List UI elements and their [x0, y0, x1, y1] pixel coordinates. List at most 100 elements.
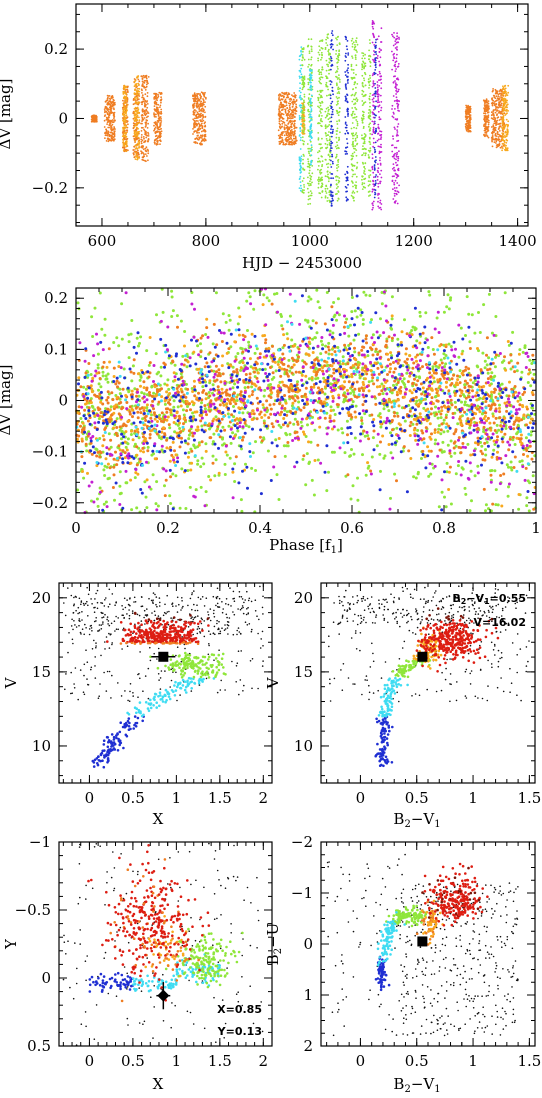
data-point: [352, 72, 355, 74]
data-point: [330, 39, 333, 41]
data-point: [368, 195, 370, 197]
data-point: [144, 126, 147, 128]
data-point: [361, 178, 363, 181]
data-point: [346, 48, 349, 51]
data-point: [497, 95, 500, 98]
data-point: [106, 113, 109, 116]
data-point: [327, 65, 330, 68]
data-point: [156, 504, 160, 508]
data-point: [110, 129, 113, 132]
data-point: [154, 135, 157, 138]
data-point: [160, 120, 163, 122]
data-point: [157, 135, 160, 138]
data-point: [122, 149, 125, 152]
data-point: [108, 139, 111, 142]
data-point: [112, 136, 115, 139]
data-point: [228, 456, 232, 460]
data-point: [377, 200, 379, 203]
data-point: [298, 187, 301, 190]
data-point: [362, 163, 365, 165]
data-point: [137, 136, 140, 139]
data-point: [396, 91, 398, 93]
data-point: [228, 318, 232, 322]
data-point: [356, 161, 359, 164]
data-point: [468, 120, 471, 123]
data-point: [367, 149, 370, 152]
data-point: [351, 175, 354, 178]
data-point: [133, 116, 136, 119]
data-point: [330, 105, 333, 108]
data-point: [392, 163, 395, 166]
data-point: [393, 157, 396, 160]
data-point: [138, 153, 140, 156]
data-point: [319, 161, 321, 163]
data-point: [446, 443, 450, 447]
data-point: [394, 108, 396, 110]
data-point: [284, 111, 287, 114]
data-point: [155, 98, 158, 100]
data-point: [199, 116, 202, 118]
data-point: [326, 200, 329, 202]
data-point: [361, 104, 364, 106]
data-point: [104, 137, 106, 140]
data-point: [352, 137, 354, 140]
data-point: [379, 56, 382, 59]
data-point: [124, 124, 126, 126]
data-point: [200, 108, 203, 110]
data-point: [133, 130, 136, 133]
data-point: [202, 103, 205, 106]
data-point: [325, 69, 328, 72]
data-point: [374, 95, 377, 98]
data-point: [308, 52, 311, 54]
data-point: [147, 152, 150, 155]
data-point: [278, 114, 281, 116]
data-point: [356, 143, 358, 146]
data-point: [364, 154, 367, 157]
data-point: [477, 311, 480, 314]
data-point: [396, 140, 398, 143]
data-point: [336, 297, 340, 301]
data-point: [196, 111, 199, 114]
data-point: [354, 145, 357, 147]
data-point: [302, 80, 305, 83]
data-point: [133, 92, 136, 95]
data-point: [483, 135, 486, 137]
data-point: [125, 138, 128, 141]
data-point: [317, 157, 320, 160]
data-point: [203, 135, 206, 137]
data-point: [463, 400, 467, 404]
data-point: [346, 75, 349, 78]
data-point: [330, 45, 333, 48]
data-point: [126, 90, 129, 92]
data-point: [317, 151, 319, 154]
data-point: [195, 130, 198, 132]
data-point: [204, 111, 206, 114]
data-point: [372, 204, 374, 207]
data-point: [380, 41, 383, 43]
data-point: [391, 108, 393, 110]
data-point: [201, 105, 204, 107]
data-point: [161, 310, 165, 314]
data-point: [282, 113, 285, 116]
data-point: [487, 102, 490, 105]
data-point: [390, 295, 394, 299]
data-point: [391, 175, 394, 178]
data-point: [298, 90, 301, 92]
data-point: [500, 102, 503, 105]
data-point: [367, 80, 370, 83]
data-point: [125, 142, 128, 145]
data-point: [498, 123, 501, 125]
data-point: [352, 98, 355, 101]
data-point: [113, 115, 115, 118]
data-point: [327, 88, 329, 91]
data-point: [307, 195, 310, 198]
data-point: [377, 167, 380, 170]
data-point: [467, 111, 470, 113]
data-point: [122, 119, 124, 122]
data-point: [338, 49, 341, 52]
data-point: [223, 473, 227, 476]
data-point: [122, 146, 125, 149]
data-point: [353, 151, 356, 154]
data-point: [274, 438, 278, 442]
data-point: [353, 192, 356, 194]
